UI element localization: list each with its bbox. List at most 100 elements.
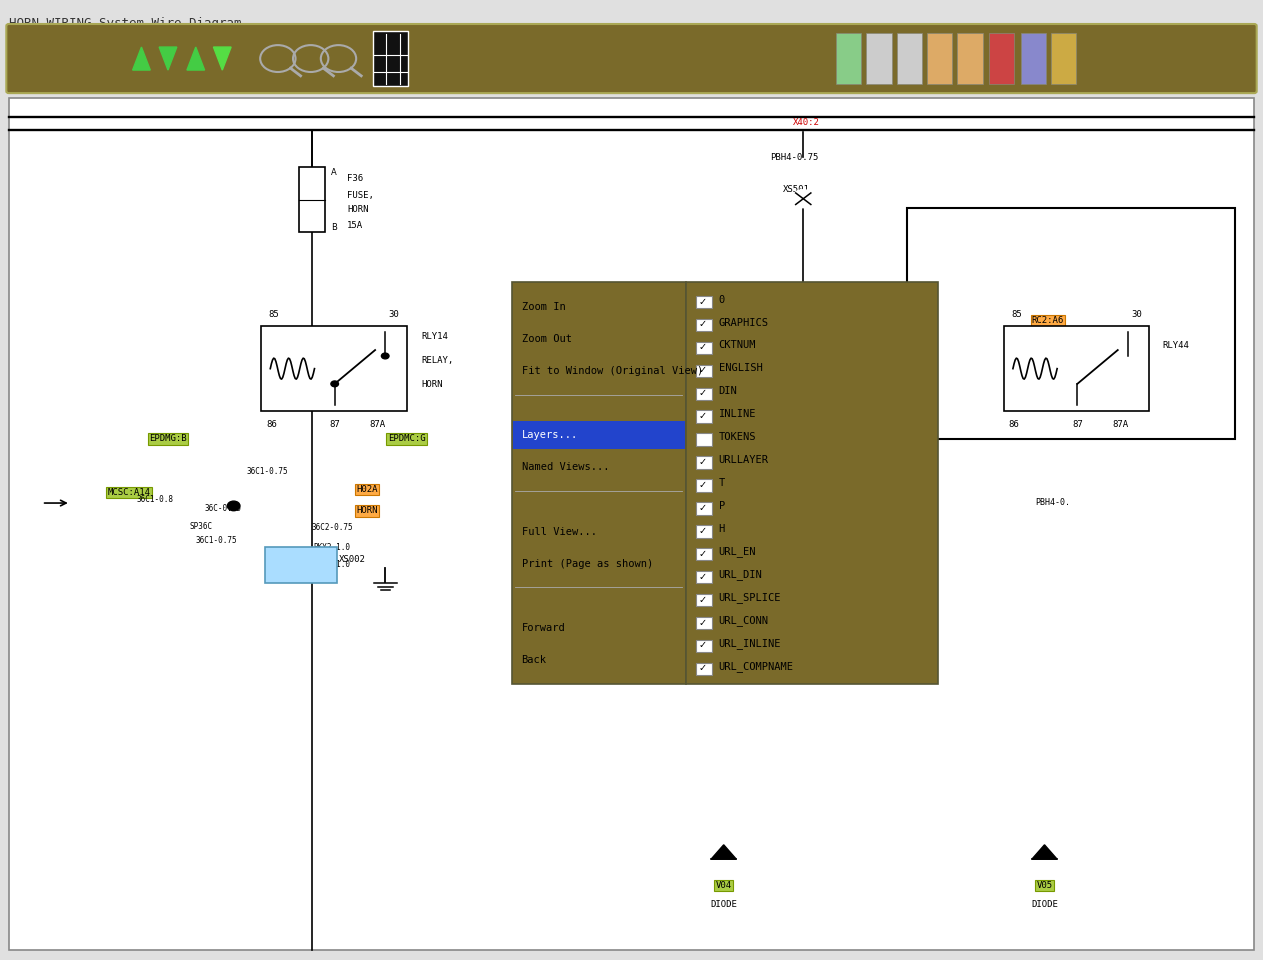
Text: URL_INLINE: URL_INLINE xyxy=(719,638,781,649)
Text: DIN: DIN xyxy=(719,386,738,396)
Text: GRAPHICS: GRAPHICS xyxy=(719,318,769,327)
Text: 36C1-0.75: 36C1-0.75 xyxy=(196,536,237,545)
Bar xyxy=(696,296,712,308)
Polygon shape xyxy=(133,47,150,70)
Text: 30: 30 xyxy=(389,310,399,319)
Text: HORN WIRING System Wire Diagram: HORN WIRING System Wire Diagram xyxy=(9,17,241,31)
Text: PBH2-0.75: PBH2-0.75 xyxy=(811,288,856,297)
Bar xyxy=(696,479,712,492)
Circle shape xyxy=(331,381,338,387)
Text: 85: 85 xyxy=(269,310,279,319)
Bar xyxy=(866,33,892,84)
Text: ✓: ✓ xyxy=(698,526,706,536)
Bar xyxy=(696,662,712,675)
Bar xyxy=(696,433,712,445)
Text: IE.1 D: IE.1 D xyxy=(269,552,298,561)
Bar xyxy=(989,33,1014,84)
Text: PBH7-0.75: PBH7-0.75 xyxy=(743,498,788,507)
Text: Named Views...: Named Views... xyxy=(522,463,609,472)
Text: RLY14: RLY14 xyxy=(422,332,448,341)
Text: URL_EN: URL_EN xyxy=(719,546,757,558)
Bar xyxy=(686,282,938,684)
Text: A: A xyxy=(331,168,337,177)
Text: 86: 86 xyxy=(266,420,277,429)
Text: V04: V04 xyxy=(716,881,731,890)
Text: PBH4-0.75: PBH4-0.75 xyxy=(770,154,818,162)
Text: CKTNUM: CKTNUM xyxy=(719,341,757,350)
Text: ✓: ✓ xyxy=(698,297,706,306)
Text: 0: 0 xyxy=(719,295,725,304)
Polygon shape xyxy=(213,47,231,70)
Text: H: H xyxy=(719,524,725,534)
Text: PBH1-0.75: PBH1-0.75 xyxy=(734,288,779,297)
Text: ✓: ✓ xyxy=(698,366,706,375)
Text: RC2:D4: RC2:D4 xyxy=(743,448,775,458)
Text: H02A: H02A xyxy=(356,485,378,494)
Text: Show/Hide Menu: Show/Hide Menu xyxy=(23,52,134,65)
Text: Fit to Window (Original View): Fit to Window (Original View) xyxy=(522,366,703,376)
Text: Zoom In: Zoom In xyxy=(522,302,566,312)
Text: B: B xyxy=(331,223,337,232)
Text: RELAY,: RELAY, xyxy=(422,356,455,365)
Text: URL_SPLICE: URL_SPLICE xyxy=(719,592,781,603)
Text: 36B1-1.0: 36B1-1.0 xyxy=(313,560,350,569)
Text: T: T xyxy=(719,478,725,488)
Bar xyxy=(696,365,712,377)
Text: 87: 87 xyxy=(330,420,340,429)
Text: INLINE: INLINE xyxy=(719,409,757,420)
Bar xyxy=(512,282,686,684)
Text: 30: 30 xyxy=(1132,310,1142,319)
Text: 87: 87 xyxy=(1072,420,1082,429)
Bar xyxy=(696,342,712,354)
Text: ENGLISH: ENGLISH xyxy=(719,364,763,373)
Text: 36C2-0.75: 36C2-0.75 xyxy=(312,523,354,533)
Text: HORN: HORN xyxy=(347,205,369,214)
Text: URLLAYER: URLLAYER xyxy=(719,455,769,466)
Bar xyxy=(907,208,1235,439)
Text: F36: F36 xyxy=(347,175,364,183)
Circle shape xyxy=(34,488,75,518)
Text: ✓: ✓ xyxy=(698,549,706,559)
Text: TOKENS: TOKENS xyxy=(719,432,757,443)
Bar xyxy=(927,33,952,84)
Polygon shape xyxy=(711,845,736,859)
Text: URL_CONN: URL_CONN xyxy=(719,615,769,626)
Text: EPDMC:G: EPDMC:G xyxy=(388,434,426,444)
Bar xyxy=(696,319,712,331)
Bar xyxy=(897,33,922,84)
Text: Zoom Out: Zoom Out xyxy=(522,334,572,344)
Text: ✓: ✓ xyxy=(698,572,706,582)
Bar xyxy=(696,525,712,538)
Text: Layers...: Layers... xyxy=(522,430,578,441)
Text: 15A: 15A xyxy=(347,222,364,230)
Text: ✓: ✓ xyxy=(698,663,706,673)
Text: Back: Back xyxy=(522,655,547,665)
Text: V05: V05 xyxy=(1037,881,1052,890)
Bar xyxy=(1051,33,1076,84)
Text: ✓: ✓ xyxy=(698,480,706,490)
Bar xyxy=(696,617,712,630)
Bar xyxy=(696,571,712,584)
Text: ✓: ✓ xyxy=(698,503,706,513)
Text: HORN: HORN xyxy=(356,506,378,516)
Text: DIODE: DIODE xyxy=(710,900,738,909)
Text: Forward: Forward xyxy=(522,623,566,633)
Bar xyxy=(1004,326,1149,411)
Text: EPDMG:B: EPDMG:B xyxy=(149,434,187,444)
Text: URL_DIN: URL_DIN xyxy=(719,569,763,580)
Text: DIODE: DIODE xyxy=(1031,900,1058,909)
Text: BKY2-1.0: BKY2-1.0 xyxy=(313,542,350,552)
Bar xyxy=(265,547,337,583)
Bar xyxy=(373,31,408,86)
Text: XS002: XS002 xyxy=(338,555,365,564)
Text: ✓: ✓ xyxy=(698,343,706,352)
Bar xyxy=(1021,33,1046,84)
Bar xyxy=(299,167,325,232)
Text: Print (Page as shown): Print (Page as shown) xyxy=(522,559,653,568)
Text: 36C1-0.75: 36C1-0.75 xyxy=(246,467,288,476)
Circle shape xyxy=(792,190,815,207)
Text: ✓: ✓ xyxy=(698,388,706,398)
Bar xyxy=(957,33,983,84)
Circle shape xyxy=(227,501,240,511)
Text: FUSE,: FUSE, xyxy=(347,191,374,200)
